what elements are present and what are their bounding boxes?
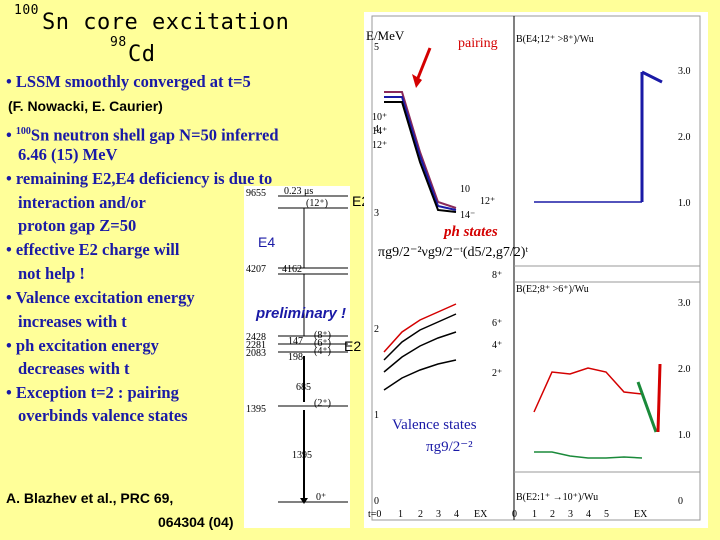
- rtick-mid-1: 1.0: [678, 430, 691, 441]
- spin-low-8: 8⁺: [492, 270, 503, 281]
- level-spin-2: (2⁺): [314, 398, 331, 409]
- bullet-deficiency-3: proton gap Z=50: [18, 216, 137, 235]
- level-spin-0: 0⁺: [316, 492, 327, 503]
- transition-198: 198: [288, 352, 303, 363]
- spin-label-3: 10: [460, 184, 470, 195]
- bullet-valence-2: increases with t: [18, 312, 127, 331]
- xtick-5b: 5: [604, 509, 609, 520]
- level-spin-8: (8⁺): [314, 330, 331, 341]
- level-lifetime: 0.23 μs: [284, 186, 314, 197]
- transition-147: 147: [288, 336, 303, 347]
- ytick-2: 2: [374, 324, 379, 335]
- spin-low-6: 6⁺: [492, 318, 503, 329]
- level-9655: 9655: [246, 188, 266, 199]
- bullet-ph: • ph excitation energy: [6, 336, 159, 355]
- ytick-1: 1: [374, 410, 379, 421]
- level-1395: 1395: [246, 404, 266, 415]
- level-scheme-panel: 9655 0.23 μs (12⁺) 4207 4162 2428 2281 2…: [244, 186, 350, 528]
- title-text-1: Sn core excitation: [42, 10, 290, 35]
- bullet-lssm-ref: (F. Nowacki, E. Caurier): [8, 98, 163, 114]
- spin-label-0: 10⁺: [372, 112, 388, 123]
- xtick-3: 3: [436, 509, 441, 520]
- e2-label-bottom: E2: [344, 338, 362, 354]
- level-4162: 4162: [282, 264, 302, 275]
- spin-label-5: 14⁻: [460, 210, 476, 221]
- rtick-mid-0: 0: [678, 496, 683, 507]
- valence-states-label: Valence states: [392, 417, 477, 433]
- pairing-label: pairing: [458, 36, 498, 51]
- title-isotope-98: 98: [110, 35, 127, 50]
- be2b-label: B(E2:1⁺ →10⁺)/Wu: [516, 492, 599, 503]
- ytick-0: 0: [374, 496, 379, 507]
- preliminary-label: preliminary !: [256, 305, 347, 322]
- xtick-0b: 0: [512, 509, 517, 520]
- bullet-exception: • Exception t=2 : pairing: [6, 383, 179, 402]
- graph-ylabel: E/MeV: [366, 28, 405, 43]
- spin-label-4: 12⁺: [480, 196, 496, 207]
- xtick-4b: 4: [586, 509, 591, 520]
- level-2083: 2083: [246, 348, 266, 359]
- xtick-ex1: EX: [474, 509, 488, 520]
- x-axis-ticks: t=0 1 2 3 4 EX 0 1 2 3 4 5 EX: [364, 509, 708, 525]
- rtick-top-1: 1.0: [678, 198, 691, 209]
- ytick-3: 3: [374, 208, 379, 219]
- bullet-valence: • Valence excitation energy: [6, 288, 195, 307]
- xtick-ex2: EX: [634, 509, 648, 520]
- ytick-4: 4: [374, 124, 379, 135]
- level-2281: 2281: [246, 340, 266, 351]
- title-line-2: 98 Cd: [110, 35, 156, 67]
- level-spin-6: (6⁺): [314, 338, 331, 349]
- xtick-1: 1: [398, 509, 403, 520]
- bullet-deficiency-2: interaction and/or: [18, 193, 146, 212]
- graph-svg: [371, 15, 701, 521]
- title-isotope-100: 100: [14, 3, 39, 18]
- bullet-effective-charge-2: not help !: [18, 264, 85, 283]
- bullet-ph-2: decreases with t: [18, 359, 130, 378]
- title-text-2: Cd: [128, 42, 156, 67]
- reference-line-1: A. Blazhev et al., PRC 69,: [6, 490, 174, 506]
- rtick-top-2: 2.0: [678, 132, 691, 143]
- rtick-mid-2: 2.0: [678, 364, 691, 375]
- transition-1395: 1395: [292, 450, 312, 461]
- level-scheme-svg: [278, 195, 348, 504]
- spin-label-2: 12⁺: [372, 140, 388, 151]
- spin-label-1: 14⁺: [372, 126, 388, 137]
- be2a-label: B(E2;8⁺ >6⁺)/Wu: [516, 284, 589, 295]
- spin-low-2: 2⁺: [492, 368, 503, 379]
- level-4207: 4207: [246, 264, 266, 275]
- spin-low-4: 4⁺: [492, 340, 503, 351]
- xtick-1b: 1: [532, 509, 537, 520]
- ytick-5: 5: [374, 42, 379, 53]
- bullet-effective-charge: • effective E2 charge will: [6, 240, 180, 259]
- bullet-shell-gap-value: 6.46 (15) MeV: [18, 145, 118, 164]
- bullet-lssm: • LSSM smoothly converged at t=5: [6, 72, 251, 91]
- xtick-4: 4: [454, 509, 459, 520]
- xtick-2b: 2: [550, 509, 555, 520]
- ph-config-label: πg9/2⁻²νg9/2⁻ᵗ(d5/2,g7/2)ᵗ: [378, 245, 529, 260]
- be4-label: B(E4;12⁺ >8⁺)/Wu: [516, 34, 594, 45]
- transition-685: 685: [296, 382, 311, 393]
- ph-states-label: ph states: [444, 224, 498, 240]
- xtick-t0: t=0: [368, 509, 382, 520]
- bullet-deficiency: • remaining E2,E4 deficiency is due to: [6, 169, 273, 188]
- e4-label: E4: [258, 234, 276, 250]
- xtick-2: 2: [418, 509, 423, 520]
- graph-panel: E/MeV pairing ph states πg9/2⁻²νg9/2⁻ᵗ(d…: [364, 12, 708, 528]
- level-spin-12: (12⁺): [306, 198, 328, 209]
- rtick-top-3: 3.0: [678, 66, 691, 77]
- level-2428: 2428: [246, 332, 266, 343]
- valence-config-label: πg9/2⁻²: [426, 439, 473, 455]
- bullet-shell-gap: • 100Sn neutron shell gap N=50 inferred: [6, 125, 279, 145]
- rtick-mid-3: 3.0: [678, 298, 691, 309]
- title-line-1: 100 Sn core excitation: [14, 3, 290, 35]
- level-spin-4: (4⁺): [314, 346, 331, 357]
- bullet-exception-2: overbinds valence states: [18, 406, 188, 425]
- xtick-3b: 3: [568, 509, 573, 520]
- reference-line-2: 064304 (04): [158, 514, 234, 530]
